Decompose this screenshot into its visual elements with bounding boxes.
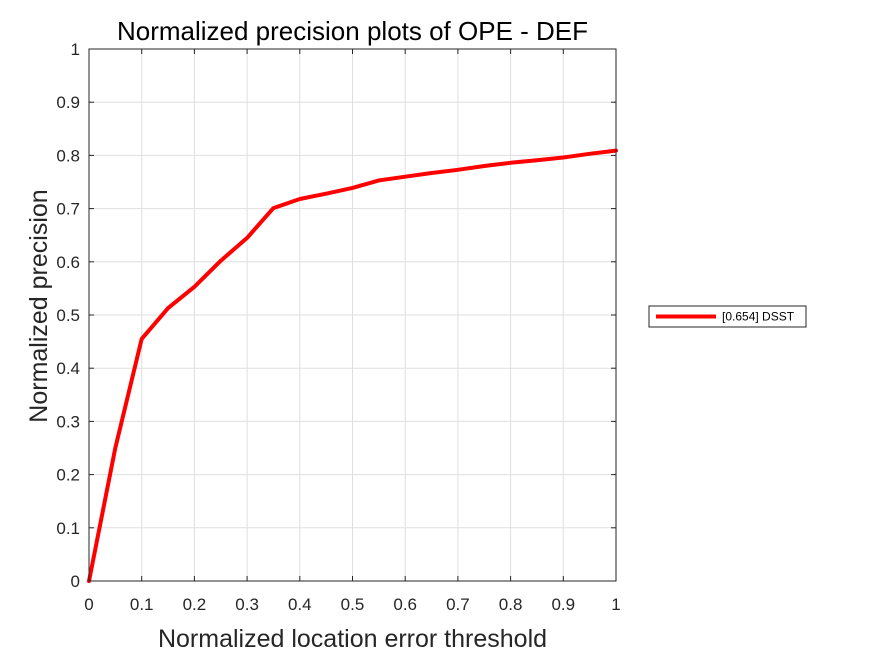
y-tick-label: 0.8 — [56, 146, 80, 165]
series-layer — [87, 148, 618, 583]
legend-label: [0.654] DSST — [722, 310, 795, 324]
y-tick-label: 0 — [71, 572, 80, 591]
y-tick-label: 0.5 — [56, 306, 80, 325]
y-tick-label: 0.1 — [56, 519, 80, 538]
y-tick-label: 0.4 — [56, 359, 80, 378]
y-tick-label: 1 — [71, 40, 80, 59]
legend: [0.654] DSST — [648, 305, 807, 328]
series-line-dsst — [87, 148, 618, 583]
x-tick-label: 0.6 — [393, 595, 417, 614]
x-tick-label: 0.4 — [288, 595, 312, 614]
x-tick-label: 0.2 — [183, 595, 207, 614]
x-tick-label: 0.7 — [446, 595, 470, 614]
x-tick-label: 0.3 — [235, 595, 259, 614]
y-axis-title: Normalized precision — [25, 189, 53, 422]
y-tick-label: 0.3 — [56, 412, 80, 431]
x-tick-label: 1 — [611, 595, 620, 614]
axis-ticks: 0 0.1 0.2 0.3 0.4 0.5 0.6 0.7 0.8 0.9 1 0 0.1 0.2 0.3 0… — [56, 40, 620, 614]
legend-box — [648, 305, 807, 328]
y-tick-label: 0.7 — [56, 200, 80, 219]
y-tick-label: 0.2 — [56, 466, 80, 485]
chart-title: Normalized precision plots of OPE - DEF — [117, 16, 588, 46]
x-tick-label: 0.8 — [499, 595, 523, 614]
x-axis-title: Normalized location error threshold — [158, 625, 547, 653]
x-tick-label: 0.5 — [341, 595, 365, 614]
x-tick-label: 0.1 — [130, 595, 154, 614]
y-tick-label: 0.9 — [56, 93, 80, 112]
x-tick-label: 0 — [84, 595, 93, 614]
x-tick-label: 0.9 — [551, 595, 575, 614]
y-tick-label: 0.6 — [56, 253, 80, 272]
